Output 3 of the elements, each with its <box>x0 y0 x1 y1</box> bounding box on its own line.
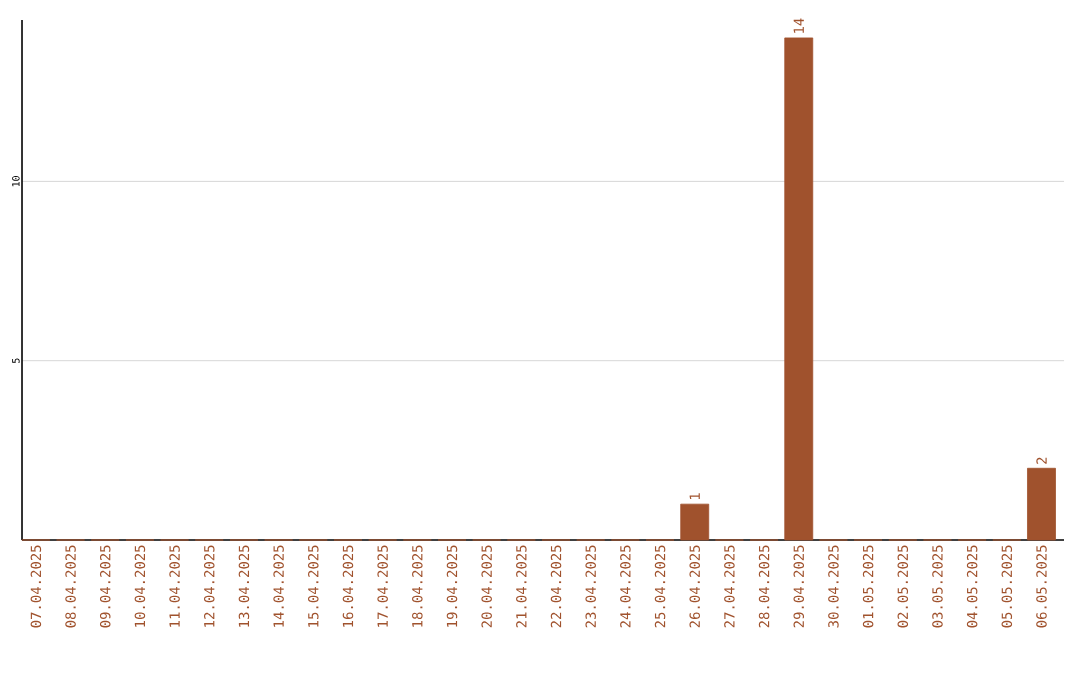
bar <box>1027 467 1056 541</box>
bar <box>784 37 814 541</box>
bar <box>680 503 710 541</box>
